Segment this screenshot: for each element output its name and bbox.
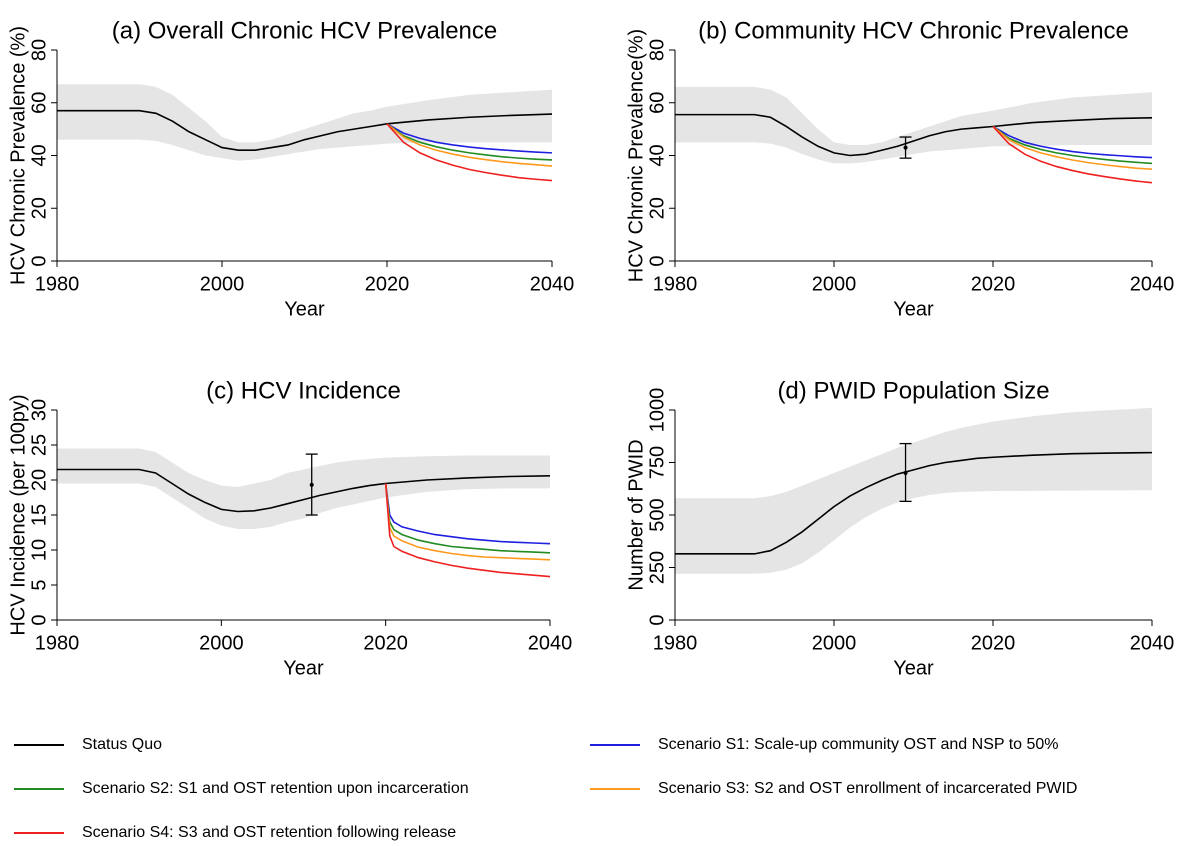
- x-tick-label: 2040: [1130, 273, 1175, 295]
- series-line: [992, 125, 1153, 184]
- series-line: [386, 123, 553, 182]
- x-tick-label: 2040: [530, 273, 575, 295]
- x-axis-label: Year: [283, 657, 324, 679]
- series-line: [386, 123, 553, 154]
- chart-title: (c) HCV Incidence: [206, 377, 401, 404]
- chart-title: (b) Community HCV Chronic Prevalence: [698, 17, 1129, 44]
- series-line: [386, 123, 553, 167]
- x-tick-label: 2000: [200, 273, 245, 295]
- x-tick-label: 1980: [35, 632, 80, 654]
- y-tick-label: 500: [646, 498, 668, 531]
- y-tick-label: 0: [28, 255, 50, 266]
- series-line: [675, 451, 1153, 555]
- x-tick-label: 2020: [971, 273, 1016, 295]
- y-tick-label: 750: [646, 446, 668, 479]
- chart-title: (d) PWID Population Size: [777, 377, 1049, 404]
- y-tick-label: 10: [28, 539, 50, 561]
- data-point: [903, 145, 908, 150]
- series-line: [992, 125, 1153, 171]
- series-line: [57, 468, 551, 513]
- x-tick-label: 2020: [365, 273, 410, 295]
- y-tick-label: 0: [646, 255, 668, 266]
- series-line: [992, 125, 1153, 165]
- x-tick-label: 2000: [812, 273, 857, 295]
- x-tick-label: 2040: [528, 632, 573, 654]
- x-tick-label: 2020: [363, 632, 408, 654]
- x-tick-label: 1980: [35, 273, 80, 295]
- y-tick-label: 80: [28, 39, 50, 61]
- uncertainty-band: [675, 407, 1152, 574]
- y-tick-label: 20: [28, 469, 50, 491]
- x-tick-label: 2020: [971, 632, 1016, 654]
- x-tick-label: 2000: [199, 632, 244, 654]
- uncertainty-band: [57, 448, 550, 529]
- series-line: [384, 483, 551, 554]
- y-axis-label: HCV Incidence (per 100py): [7, 394, 29, 635]
- x-tick-label: 2040: [1130, 632, 1175, 654]
- legend-label: Scenario S2: S1 and OST retention upon i…: [82, 780, 469, 797]
- y-tick-label: 40: [646, 144, 668, 166]
- legend-label: Scenario S4: S3 and OST retention follow…: [82, 824, 456, 841]
- y-axis-label: HCV Chronic Prevalence(%): [625, 29, 647, 282]
- series-line: [384, 483, 551, 545]
- x-tick-label: 1980: [653, 632, 698, 654]
- y-tick-label: 0: [28, 614, 50, 625]
- legend-label: Scenario S1: Scale-up community OST and …: [658, 736, 1059, 753]
- series-line: [57, 109, 553, 152]
- series-line: [992, 125, 1153, 159]
- y-tick-label: 5: [28, 579, 50, 590]
- y-tick-label: 250: [646, 551, 668, 584]
- chart-title: (a) Overall Chronic HCV Prevalence: [112, 17, 497, 44]
- x-axis-label: Year: [893, 657, 934, 679]
- y-tick-label: 80: [646, 39, 668, 61]
- legend-label: Status Quo: [82, 736, 162, 753]
- y-tick-label: 20: [28, 197, 50, 219]
- x-tick-label: 1980: [653, 273, 698, 295]
- series-line: [384, 483, 551, 578]
- y-tick-label: 0: [646, 614, 668, 625]
- x-axis-label: Year: [284, 298, 325, 320]
- legend-label: Scenario S3: S2 and OST enrollment of in…: [658, 780, 1077, 797]
- y-tick-label: 60: [646, 92, 668, 114]
- y-tick-label: 20: [646, 197, 668, 219]
- x-axis-label: Year: [893, 298, 934, 320]
- y-axis-label: Number of PWID: [625, 439, 647, 590]
- y-axis-label: HCV Chronic Prevalence (%): [7, 26, 29, 285]
- y-tick-label: 25: [28, 434, 50, 456]
- series-line: [384, 483, 551, 561]
- y-tick-label: 1000: [646, 388, 668, 433]
- series-line: [386, 123, 553, 161]
- series-line: [675, 113, 1153, 157]
- x-tick-label: 2000: [812, 632, 857, 654]
- data-point: [309, 482, 314, 487]
- y-tick-label: 30: [28, 399, 50, 421]
- y-tick-label: 40: [28, 144, 50, 166]
- y-tick-label: 15: [28, 504, 50, 526]
- data-point: [903, 471, 908, 475]
- uncertainty-band: [57, 84, 552, 161]
- y-tick-label: 60: [28, 92, 50, 114]
